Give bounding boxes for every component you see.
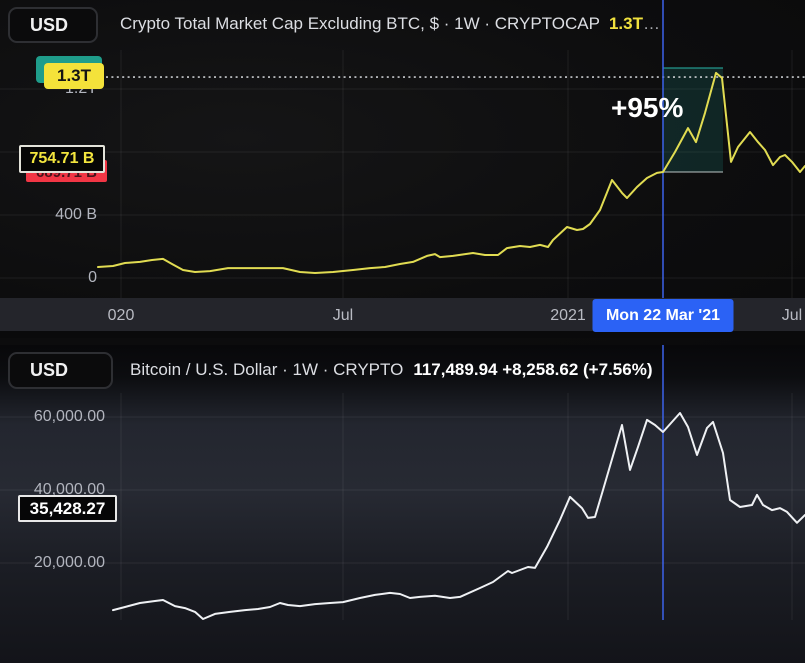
currency-toggle-button[interactable]: USD	[8, 7, 98, 43]
x-axis-label: Jul	[781, 307, 803, 324]
currency-toggle-button[interactable]: USD	[8, 352, 113, 389]
ath-price-badge: 1.3T	[44, 63, 104, 89]
crosshair-price-badge: 35,428.27	[18, 495, 117, 522]
btcusd-chart-legend: Bitcoin / U.S. Dollar · 1W · CRYPTO 117,4…	[130, 360, 652, 380]
crosshair-price-badge: 754.71 B	[19, 145, 105, 173]
legend-truncation-dots: …	[642, 14, 660, 33]
symbol-description: Bitcoin / U.S. Dollar · 1W · CRYPTO	[130, 360, 404, 379]
y-axis-label: 400 B	[55, 206, 97, 223]
marketcap-panel: 1.2T800 B400 B0 1.3T 689.71 B 754.71 B +…	[0, 0, 805, 345]
y-axis-label: 20,000.00	[33, 554, 105, 571]
symbol-description: Crypto Total Market Cap Excluding BTC, $…	[120, 14, 600, 33]
y-axis-label: 40,000.00	[33, 481, 105, 498]
legend-last-value: 1.3T	[608, 14, 643, 33]
x-axis-label: 2021	[550, 307, 586, 324]
x-axis-label: Jul	[332, 307, 354, 324]
x-axis-label: 020	[107, 307, 135, 324]
y-axis-label: 60,000.00	[33, 408, 105, 425]
marketcap-chart-legend: Crypto Total Market Cap Excluding BTC, $…	[120, 14, 660, 34]
crosshair-date-badge: Mon 22 Mar '21	[592, 299, 734, 332]
measure-percent-annotation[interactable]: +95%	[611, 92, 684, 123]
btcusd-panel: 60,000.00 40,000.00 20,000.00 35,428.27 US…	[0, 345, 805, 663]
btcusd-chart-canvas[interactable]	[0, 345, 805, 620]
legend-last-values: 117,489.94 +8,258.62 (+7.56%)	[413, 360, 653, 379]
y-axis-label: 0	[88, 269, 97, 286]
marketcap-chart-canvas[interactable]	[0, 0, 805, 298]
marketcap-time-axis[interactable]: 020 Jul 2021 Jul Mon 22 Mar '21	[0, 298, 805, 338]
